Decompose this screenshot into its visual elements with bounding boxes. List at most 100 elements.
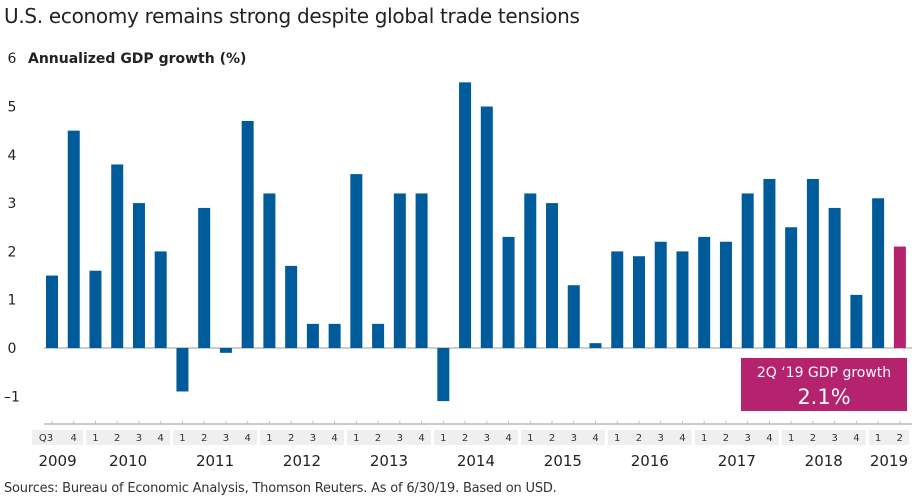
quarter-label: 1 [440, 433, 446, 444]
y-tick-label: 1 [8, 293, 17, 309]
bar-33 [763, 178, 776, 348]
quarter-label: 4 [592, 433, 598, 444]
quarter-band [433, 430, 518, 445]
quarter-label: 4 [766, 433, 772, 444]
year-label: 2019 [870, 452, 908, 470]
bar-15 [372, 323, 385, 348]
annotation-box [741, 358, 907, 411]
year-label: 2009 [38, 452, 76, 470]
quarter-band [173, 430, 258, 445]
quarter-label: 2 [201, 433, 207, 444]
quarter-label: 3 [136, 433, 142, 444]
bar-17 [415, 193, 428, 348]
quarter-label: 4 [71, 433, 77, 444]
bar-10 [263, 193, 276, 348]
y-tick-label: 6 [8, 51, 17, 67]
quarter-label: 4 [679, 433, 685, 444]
quarter-label: 1 [527, 433, 533, 444]
bar-0 [46, 275, 58, 348]
bar-20 [480, 106, 493, 348]
year-label: 2010 [109, 452, 147, 470]
chart-title: U.S. economy remains strong despite glob… [4, 4, 580, 28]
bar-34 [785, 227, 798, 348]
bar-38 [872, 198, 885, 348]
quarter-label: 1 [614, 433, 620, 444]
quarter-band [32, 430, 84, 445]
quarter-band [607, 430, 692, 445]
quarter-label: 3 [484, 433, 490, 444]
year-label: 2011 [196, 452, 234, 470]
quarter-band [86, 430, 171, 445]
year-label: 2013 [370, 452, 408, 470]
y-tick-label: 4 [8, 148, 17, 164]
bar-24 [567, 285, 580, 348]
bar-9 [241, 120, 254, 349]
source-note: Sources: Bureau of Economic Analysis, Th… [4, 481, 557, 496]
quarter-label: 2 [897, 433, 903, 444]
quarter-label: 3 [310, 433, 316, 444]
quarter-label: 3 [831, 433, 837, 444]
quarter-label: 1 [701, 433, 707, 444]
quarter-band [260, 430, 344, 445]
quarter-label: 2 [636, 433, 642, 444]
quarter-label: 2 [288, 433, 294, 444]
bar-18 [437, 348, 450, 402]
quarter-band [694, 430, 779, 445]
bar-23 [546, 203, 559, 348]
y-tick-label: –1 [4, 389, 20, 405]
bar-35 [806, 178, 819, 348]
bar-13 [328, 323, 341, 348]
quarter-label: 4 [331, 433, 337, 444]
year-label: 2014 [457, 452, 495, 470]
y-tick-label: 2 [8, 244, 17, 260]
quarter-label: Q3 [39, 433, 53, 444]
quarter-label: 3 [658, 433, 664, 444]
quarter-label: 3 [223, 433, 229, 444]
annotation-title: 2Q ‘19 GDP growth [757, 365, 891, 381]
bar-28 [654, 241, 667, 348]
quarter-label: 1 [92, 433, 98, 444]
bar-22 [524, 193, 537, 348]
quarter-label: 2 [462, 433, 468, 444]
quarter-band [868, 430, 910, 445]
bar-11 [285, 265, 298, 348]
quarter-band [781, 430, 866, 445]
annotation-value: 2.1% [797, 385, 850, 409]
bar-12 [306, 323, 319, 348]
bar-26 [611, 251, 624, 348]
quarter-label: 4 [853, 433, 859, 444]
bar-27 [632, 256, 645, 348]
bar-39 [893, 246, 906, 348]
bar-8 [219, 348, 232, 353]
bar-21 [502, 236, 515, 348]
quarter-label: 3 [397, 433, 403, 444]
year-label: 2017 [718, 452, 756, 470]
bar-32 [741, 193, 754, 348]
quarter-label: 2 [810, 433, 816, 444]
quarter-label: 1 [788, 433, 794, 444]
quarter-label: 1 [179, 433, 185, 444]
bar-7 [198, 207, 211, 348]
year-label: 2018 [805, 452, 843, 470]
bar-36 [828, 207, 841, 348]
bar-14 [350, 174, 363, 348]
quarter-band [346, 430, 431, 445]
quarter-label: 4 [505, 433, 511, 444]
bar-4 [132, 203, 145, 348]
quarter-label: 4 [158, 433, 164, 444]
bar-31 [719, 241, 732, 348]
quarter-label: 2 [114, 433, 120, 444]
bar-37 [850, 294, 863, 348]
bar-30 [698, 236, 711, 348]
quarter-label: 4 [418, 433, 424, 444]
bar-16 [393, 193, 406, 348]
quarter-label: 3 [571, 433, 577, 444]
quarter-label: 3 [744, 433, 750, 444]
quarter-label: 1 [875, 433, 881, 444]
quarter-band [520, 430, 605, 445]
gdp-bar-chart: 6 5 4 3 2 1 0 –1 Annualized GDP growth (%) Q3 4 200… [4, 51, 912, 470]
year-label: 2016 [631, 452, 669, 470]
y-tick-label: 5 [8, 100, 17, 116]
y-axis-label: Annualized GDP growth (%) [28, 51, 246, 67]
bar-6 [176, 348, 189, 392]
